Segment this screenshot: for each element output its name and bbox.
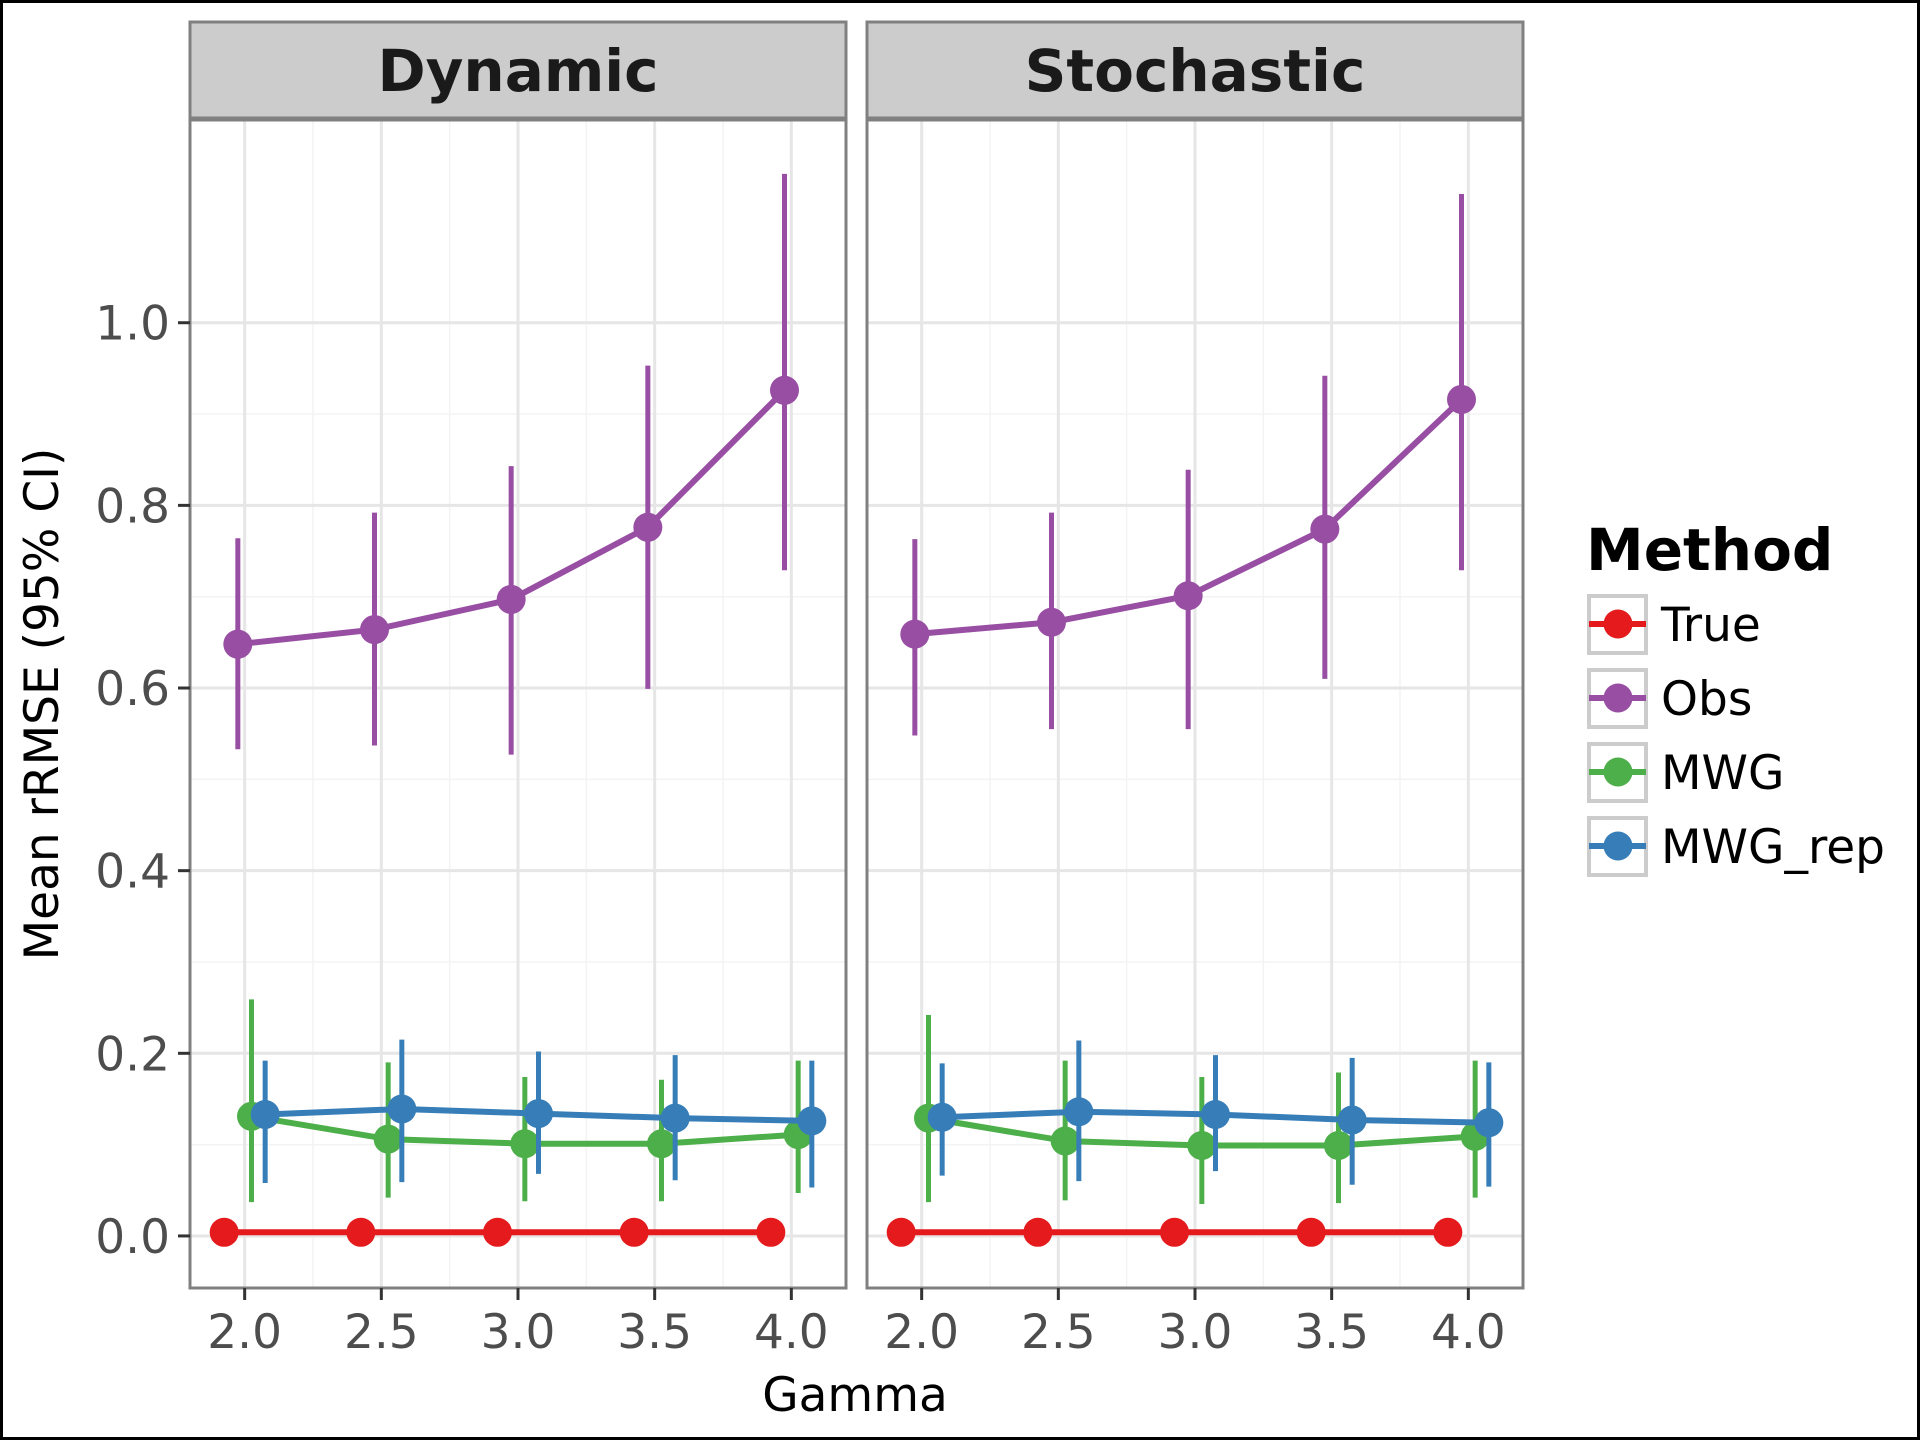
series-mwg-rep [250, 1039, 827, 1188]
x-tick-label: 3.0 [481, 1305, 556, 1360]
data-point [927, 1102, 957, 1132]
x-tick-label: 2.0 [207, 1305, 282, 1360]
x-tick-label: 3.0 [1158, 1305, 1233, 1360]
panel-title: Stochastic [1025, 37, 1366, 105]
series-true [886, 1217, 1463, 1247]
data-point [223, 629, 253, 659]
panel-dynamic: Dynamic 2.0 2.5 3.0 3.5 4.0 0.0 0.2 0.4 0.6 0.8 1.0 [95, 20, 848, 1360]
data-point [619, 1217, 649, 1247]
series-true [209, 1217, 786, 1247]
data-point [1324, 1131, 1353, 1161]
data-point [1160, 1217, 1189, 1247]
panel-stochastic: Stochastic 2.0 2.5 3.0 3.5 4.0 [865, 20, 1525, 1360]
x-axis-title: Gamma [762, 1368, 948, 1423]
data-point [1187, 1131, 1217, 1161]
y-tick-label: 0.2 [95, 1027, 170, 1082]
y-tick-label: 0.0 [95, 1210, 170, 1265]
data-point [360, 615, 389, 645]
data-point [1201, 1099, 1230, 1129]
data-point [660, 1103, 690, 1133]
series-mwg [914, 1014, 1490, 1204]
panels-layer: Dynamic 2.0 2.5 3.0 3.5 4.0 0.0 0.2 0.4 0.6 0.8 1.0… [95, 20, 1525, 1360]
legend-entry-mwg: MWG [1587, 742, 1784, 803]
series-mwg-rep [927, 1040, 1504, 1187]
legend-key-point [1603, 831, 1633, 861]
x-tick-label: 2.5 [1021, 1305, 1096, 1360]
legend-label: MWG [1661, 746, 1784, 801]
x-tick-label: 3.5 [617, 1305, 692, 1360]
data-point [1296, 1217, 1326, 1247]
strip-background [865, 20, 1525, 120]
data-point [797, 1106, 827, 1136]
legend-key-point [1603, 609, 1633, 639]
x-tick-label: 4.0 [754, 1305, 829, 1360]
chart-svg: Dynamic 2.0 2.5 3.0 3.5 4.0 0.0 0.2 0.4 0.6 0.8 1.0… [15, 20, 1885, 1423]
data-point [209, 1217, 239, 1247]
data-point [387, 1094, 417, 1124]
x-tick-label: 2.5 [344, 1305, 419, 1360]
x-tick-label: 3.5 [1294, 1305, 1369, 1360]
y-tick-label: 0.8 [95, 479, 170, 534]
data-point [1173, 581, 1203, 611]
y-tick-label: 0.6 [95, 662, 170, 717]
y-tick-label: 0.4 [95, 845, 170, 900]
data-point [483, 1217, 512, 1247]
legend-key-point [1603, 757, 1633, 787]
legend-title: Method [1586, 516, 1833, 584]
x-tick-label: 4.0 [1431, 1305, 1506, 1360]
series-obs [223, 173, 799, 755]
strip-background [188, 20, 848, 120]
x-tick-label: 2.0 [884, 1305, 959, 1360]
data-point [1023, 1217, 1053, 1247]
y-tick-label: 1.0 [95, 297, 170, 352]
data-point [1474, 1108, 1504, 1138]
data-point [1050, 1126, 1080, 1156]
legend-entry-obs: Obs [1587, 668, 1752, 729]
data-point [770, 375, 799, 405]
y-axis-title: Mean rRMSE (95% CI) [15, 448, 70, 961]
data-point [1064, 1097, 1094, 1127]
data-point [1310, 514, 1340, 544]
legend-label: MWG_rep [1661, 820, 1885, 875]
legend-entry-true: True [1587, 594, 1761, 655]
legend-key-point [1603, 683, 1633, 713]
legend-entry-mwg-rep: MWG_rep [1587, 816, 1885, 877]
data-point [900, 619, 930, 649]
data-point [524, 1099, 553, 1129]
series-obs [900, 193, 1476, 736]
legend-label: Obs [1661, 672, 1752, 727]
data-point [647, 1129, 676, 1159]
legend-label: True [1660, 598, 1761, 653]
data-point [1337, 1105, 1367, 1135]
series-mwg [237, 999, 813, 1203]
data-point [886, 1217, 916, 1247]
panel-title: Dynamic [377, 37, 658, 105]
data-point [1447, 384, 1476, 414]
data-point [496, 584, 526, 614]
legend: Method True Obs MWG MWG_rep [1586, 516, 1885, 877]
data-point [346, 1217, 376, 1247]
data-point [250, 1099, 280, 1129]
legend-entries: True Obs MWG MWG_rep [1587, 594, 1885, 877]
data-point [510, 1129, 540, 1159]
data-point [1037, 607, 1066, 637]
data-point [633, 512, 663, 542]
data-point [373, 1124, 403, 1154]
data-point [756, 1217, 786, 1247]
data-point [1433, 1217, 1463, 1247]
